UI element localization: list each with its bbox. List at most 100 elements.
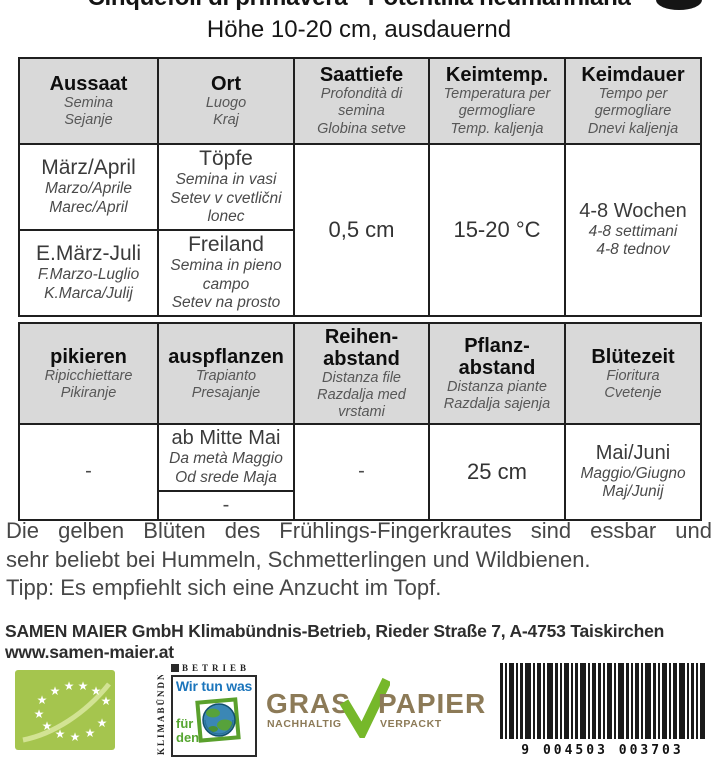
leaf-badge-icon [656,0,702,10]
header-label-sl: Razdalja med vrstami [317,387,406,421]
company-website: www.samen-maier.at [5,641,174,662]
page-subtitle: Höhe 10-20 cm, ausdauernd [206,16,512,43]
eu-organic-leaf-graphic: ★★ ★ ★ ★★ ★★★ ★ ★★ [22,679,112,744]
cell-pikieren-value: - [18,423,159,521]
header-label-it: Luogo [205,94,247,111]
cell-text-de: Mai/Juni [595,441,671,464]
cell-keimtemp-value: 15-20 °C [428,143,566,317]
cell-text-sl: Marec/April [49,199,128,217]
header-label-de: pikieren [50,345,127,368]
klimabuendnis-betrieb-label: BETRIEB [182,663,251,673]
cell-text-sl: Od srede Maja [175,468,277,486]
cell-reihenabstand-value: - [293,423,430,521]
header-label-sl: Kraj [213,112,239,128]
header-label-de: Pflanz- abstand [458,334,536,379]
company-address: SAMEN MAIER GmbH Klimabündnis-Betrieb, R… [5,621,716,662]
cell-text-it: 4-8 settimani [588,222,678,240]
cell-aussaat-2: E.März-Juli F.Marzo-Luglio K.Marca/Julij [18,228,159,317]
svg-text:★: ★ [42,719,53,733]
header-label-it: Semina [63,94,114,111]
header-label-it: Tempo per germogliare [594,86,672,120]
svg-text:★: ★ [37,693,48,707]
header-label-sl: Globina setve [317,120,406,137]
col-header-pflanzabstand: Pflanz- abstand Distanza piante Razdalja… [428,321,566,426]
cell-text-sl: Setev na prosto [171,294,281,312]
planting-table: pikieren Ripicchiettare Pikiranje auspfl… [18,321,702,521]
col-header-pikieren: pikieren Ripicchiettare Pikiranje [18,321,159,426]
description-text: Die gelben Blüten des Frühlings-Fingerkr… [6,517,712,603]
header-label-it: Temperatura per germogliare [443,86,551,120]
header-label-de: Reihen- abstand [323,326,400,370]
klimabuendnis-top-row: BETRIEB [171,662,259,674]
cell-text-sl: 4-8 tednov [596,241,670,259]
page-title: Cinquefoil di primavera - Potentilla neu… [0,0,718,12]
header-label-it: Distanza file [322,370,401,386]
cell-text-sl: K.Marca/Julij [44,284,133,302]
header-label-sl: Razdalja sajenja [443,395,551,412]
svg-text:★: ★ [55,727,66,741]
cell-text-de: E.März-Juli [35,242,141,266]
klimabuendnis-mini-icon [171,664,179,672]
table-row: März/April Marzo/Aprile Marec/April Töpf… [18,143,702,317]
header-label-de: Aussaat [49,72,128,95]
description-line: Tipp: Es empfiehlt sich eine Anzucht im … [6,575,442,601]
header-label-it: Ripicchiettare [44,367,133,384]
klimabuendnis-logo: KLIMABÜNDNIS BETRIEB Wir tun was für den [156,662,260,757]
klimabuendnis-vertical-label: KLIMABÜNDNIS [156,675,166,755]
header-label-sl: Dnevi kaljenja [587,120,679,137]
col-header-bluetezeit: Blütezeit Fioritura Cvetenje [564,321,702,426]
cell-text-it: F.Marzo-Luglio [37,266,140,284]
col-header-reihenabstand: Reihen- abstand Distanza file Razdalja m… [293,321,430,426]
cell-text-de: Töpfe [199,147,253,170]
header-label-de: Ort [211,72,241,95]
cell-text-it: Da metà Maggio [169,450,283,468]
cell-ort-2: Freiland Semina in pieno campo Setev na … [157,228,295,317]
cell-pflanzabstand-value: 25 cm [428,423,566,521]
svg-text:★: ★ [70,730,81,744]
cell-text-sl: Setev v cvetlični lonec [170,189,282,226]
table-row: E.März-Juli F.Marzo-Luglio K.Marca/Julij… [18,228,701,317]
header-label-sl: Sejanje [64,112,113,128]
gras-papier-logo: GRAS NACHHALTIG PAPIER VERPACKT [266,677,485,743]
description-line: Die gelben Blüten des Frühlings-Fingerkr… [6,518,712,543]
cell-text-de: ab Mitte Mai [171,427,281,450]
svg-text:★: ★ [91,684,102,698]
sowing-table: Aussaat Semina Sejanje Ort Luogo Kraj Sa… [18,57,702,317]
col-header-keimdauer: Keimdauer Tempo per germogliare Dnevi ka… [564,57,702,145]
header-label-de: Keimdauer [581,64,685,87]
cell-bluetezeit-value: Mai/Juni Maggio/Giugno Maj/Junij [564,423,702,521]
header-label-de: Keimtemp. [445,64,549,87]
header-label-de: Blütezeit [591,345,675,368]
header-label-de: auspflanzen [168,345,284,368]
klimabuendnis-box: Wir tun was für den [171,675,257,757]
header-label-de: Saattiefe [319,64,404,87]
klimabuendnis-slogan2: für den [176,716,200,745]
cell-text-de: März/April [41,156,136,180]
cell-text-de: 4-8 Wochen [579,199,687,222]
header-label-sl: Temp. kaljenja [450,120,544,137]
svg-text:★: ★ [78,679,89,693]
barcode-bars [500,663,705,739]
eu-organic-leaf-logo: ★ ★ ★ ★ ★ ★ ★ ★ ★ ★ ★ ★ [15,670,115,750]
col-header-keimtemp: Keimtemp. Temperatura per germogliare Te… [428,57,566,145]
svg-text:★: ★ [101,694,112,708]
svg-text:★: ★ [64,679,75,693]
cell-text-it: Semina in pieno campo [170,257,282,293]
cell-auspflanzen-sub-value: - [157,489,295,521]
table-row: - [19,489,701,521]
verpackt-label: VERPACKT [380,718,442,730]
header-label-it: Trapianto [195,367,257,384]
col-header-auspflanzen: auspflanzen Trapianto Presajanje [157,321,295,426]
col-header-ort: Ort Luogo Kraj [157,57,295,145]
globe-icon [195,695,243,752]
barcode-digits: 9 004503 003703 [521,743,684,758]
cell-text-it: Marzo/Aprile [45,180,132,198]
svg-text:★: ★ [34,707,45,721]
cell-auspflanzen-value: ab Mitte Mai Da metà Maggio Od srede Maj… [157,423,295,492]
company-line: SAMEN MAIER GmbH Klimabündnis-Betrieb, R… [5,621,665,641]
cell-text-de: Freiland [188,232,264,256]
description-line: sehr beliebt bei Hummeln, Schmetterlinge… [6,546,591,572]
gras-word: GRAS [266,688,351,719]
cell-text-sl: Maj/Junij [602,483,664,501]
svg-text:★: ★ [97,716,108,730]
